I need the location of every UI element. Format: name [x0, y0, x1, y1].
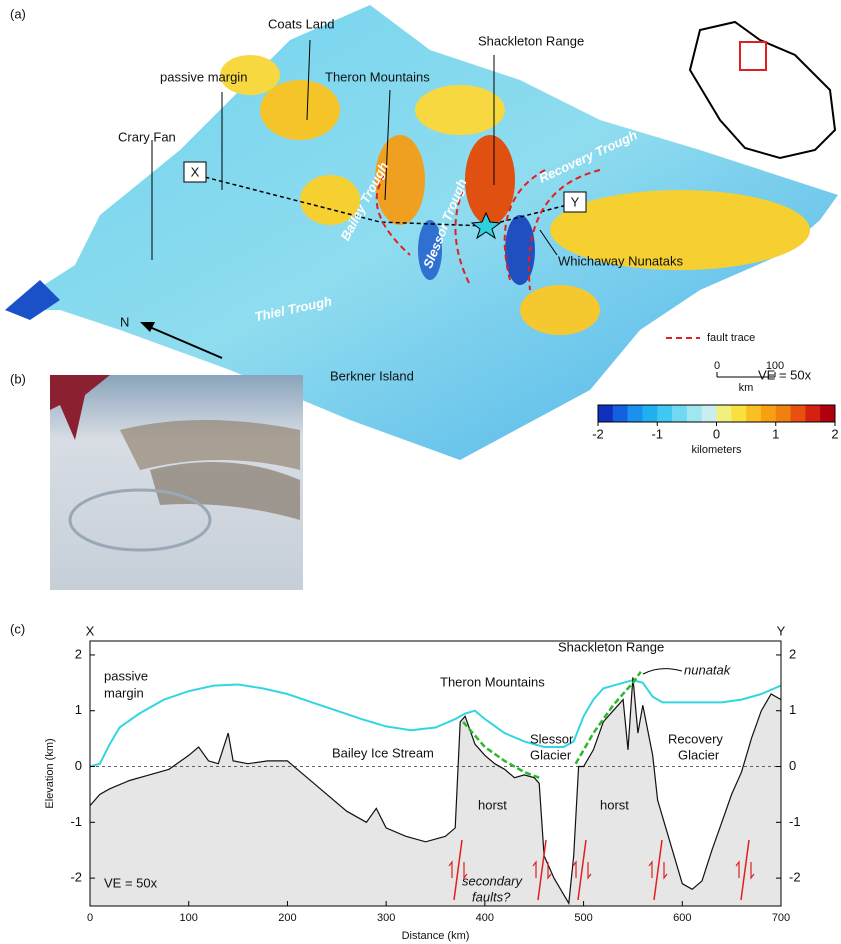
colorbar-cell: [746, 405, 762, 422]
map-label: Y: [571, 194, 580, 209]
map-label: Berkner Island: [330, 368, 414, 383]
fault-arrow: [648, 860, 668, 880]
x-tick-label: 0: [87, 912, 93, 924]
nunatak-pointer: [642, 668, 683, 675]
x-tick-label: 400: [476, 912, 494, 924]
scale-bar-label: 100: [766, 360, 784, 372]
bed-fill: [90, 677, 781, 906]
annotation: Theron Mountains: [440, 674, 545, 689]
colorbar-cell: [627, 405, 643, 422]
annotation: margin: [104, 685, 144, 700]
map-label: passive margin: [160, 69, 247, 84]
colorbar-cell: [686, 405, 702, 422]
fault-line: [740, 839, 750, 901]
annotation: Slessor: [530, 731, 574, 746]
fit-line: [574, 670, 642, 765]
panel-label: (a): [10, 6, 26, 21]
x-tick-label: 100: [180, 912, 198, 924]
colorbar-cell: [775, 405, 791, 422]
annotation: Recovery: [668, 731, 723, 746]
annotation: Shackleton Range: [558, 639, 664, 654]
legend-label: fault trace: [707, 332, 755, 344]
y2-tick-label: 1: [789, 702, 796, 717]
x-tick-label: 700: [772, 912, 790, 924]
fault-arrow: [532, 860, 552, 880]
y-tick-label: 2: [75, 646, 82, 661]
colorbar-cell: [820, 405, 836, 422]
fault-arrow: [572, 860, 592, 880]
colorbar-cell: [612, 405, 628, 422]
annotation: nunatak: [684, 662, 732, 677]
x-tick-label: 600: [673, 912, 691, 924]
relief-map: [5, 5, 838, 460]
scale-bar-label: 0: [714, 360, 720, 372]
colorbar-cell: [642, 405, 658, 422]
fault-line: [577, 839, 587, 901]
fault-line: [653, 839, 663, 901]
y-tick-label: -2: [70, 870, 82, 885]
x-axis-label: Distance (km): [402, 930, 470, 942]
colorbar-tick-label: -1: [651, 426, 663, 441]
fault-arrow: [735, 860, 755, 880]
panel-label: (c): [10, 621, 25, 636]
colorbar-cell: [731, 405, 747, 422]
profile-end: X: [86, 623, 95, 638]
plot-frame: [89, 640, 782, 907]
map-label: Whichaway Nunataks: [558, 253, 683, 268]
x-tick-label: 200: [278, 912, 296, 924]
fault-arrow: [448, 860, 468, 880]
map-label: Coats Land: [268, 16, 335, 31]
fit-line: [462, 721, 540, 779]
map-label: Shackleton Range: [478, 33, 584, 48]
colorbar-cell: [701, 405, 717, 422]
colorbar-tick-label: 1: [772, 426, 779, 441]
y2-tick-label: -1: [789, 814, 801, 829]
y2-tick-label: -2: [789, 870, 801, 885]
colorbar-tick-label: 2: [831, 426, 838, 441]
map-label: N: [120, 314, 129, 329]
map-label: X: [191, 164, 200, 179]
y-tick-label: -1: [70, 814, 82, 829]
annotation: Glacier: [678, 747, 720, 762]
map-label: Crary Fan: [118, 129, 176, 144]
y2-tick-label: 0: [789, 758, 796, 773]
map-label: Theron Mountains: [325, 69, 430, 84]
colorbar-cell: [805, 405, 821, 422]
annotation: horst: [478, 797, 507, 812]
colorbar: -2 -1 0 1 2 kilometers: [592, 404, 839, 456]
colorbar-cell: [790, 405, 806, 422]
ve-label: VE = 50x: [758, 367, 812, 382]
bed-line: [89, 677, 782, 906]
x-tick-label: 500: [574, 912, 592, 924]
colorbar-cell: [716, 405, 732, 422]
y-axis-label: Elevation (km): [44, 738, 56, 808]
colorbar-tick-label: 0: [713, 426, 720, 441]
x-tick-label: 300: [377, 912, 395, 924]
annotation: horst: [600, 797, 629, 812]
y2-tick-label: 2: [789, 646, 796, 661]
profile-chart: 0 100 200 300 400 500 600 700 -2 -2 -1 -1 0 0 1 1 2 2 Dist…: [10, 621, 801, 941]
annotation: Glacier: [530, 747, 572, 762]
profile-end: Y: [777, 623, 786, 638]
annotation: VE = 50x: [104, 875, 158, 890]
colorbar-label: kilometers: [691, 444, 742, 456]
fault-line: [453, 839, 463, 901]
scale-bar-unit: km: [739, 382, 754, 394]
y-tick-label: 1: [75, 702, 82, 717]
annotation: faults?: [472, 889, 511, 904]
colorbar-tick-label: -2: [592, 426, 604, 441]
colorbar-cell: [672, 405, 688, 422]
annotation: secondary: [462, 873, 523, 888]
fault-line: [537, 839, 547, 901]
colorbar-cell: [657, 405, 673, 422]
colorbar-cell: [760, 405, 777, 422]
surface-line: [89, 679, 782, 768]
colorbar-cell: [598, 405, 614, 422]
y-tick-label: 0: [75, 758, 82, 773]
panel-label: (b): [10, 371, 26, 386]
photo: [50, 375, 303, 590]
annotation: Bailey Ice Stream: [332, 745, 434, 760]
annotation: passive: [104, 668, 148, 683]
